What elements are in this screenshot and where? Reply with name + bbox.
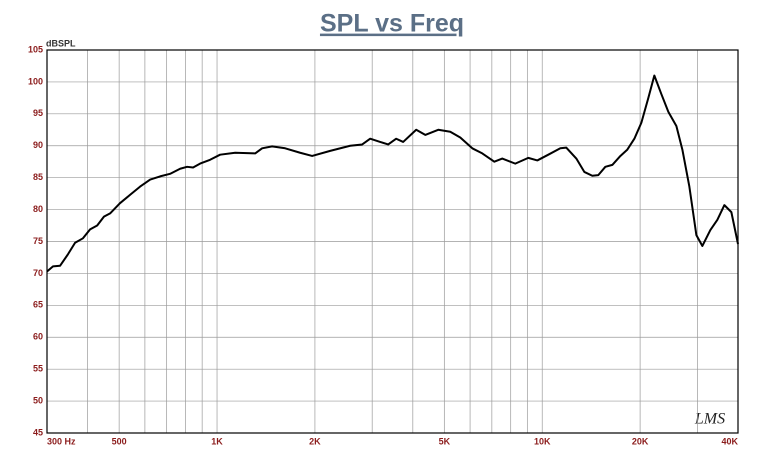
y-tick-label: 95 [33,108,43,118]
y-tick-label: 75 [33,236,43,246]
x-tick-label: 5K [439,436,451,446]
y-tick-label: 85 [33,172,43,182]
y-tick-label: 55 [33,364,43,374]
x-tick-label: 500 [112,436,127,446]
y-tick-label: 90 [33,140,43,150]
y-tick-label: 50 [33,395,43,405]
x-tick-label: 1K [211,436,223,446]
response-line [46,74,739,273]
x-tick-label: 40K [721,436,738,446]
y-tick-label: 80 [33,204,43,214]
y-tick-label: 45 [33,427,43,437]
y-axis-label: dBSPL [46,38,76,48]
chart-title: SPL vs Freq [320,10,464,38]
y-tick-label: 100 [28,76,43,86]
x-tick-label: 20K [632,436,649,446]
x-tick-label: 300 Hz [47,436,76,446]
x-tick-label: 10K [534,436,551,446]
y-tick-label: 65 [33,300,43,310]
y-tick-label: 105 [28,44,43,54]
y-tick-label: 70 [33,268,43,278]
y-tick-label: 60 [33,332,43,342]
x-tick-label: 2K [309,436,321,446]
watermark: LMS [694,411,725,428]
